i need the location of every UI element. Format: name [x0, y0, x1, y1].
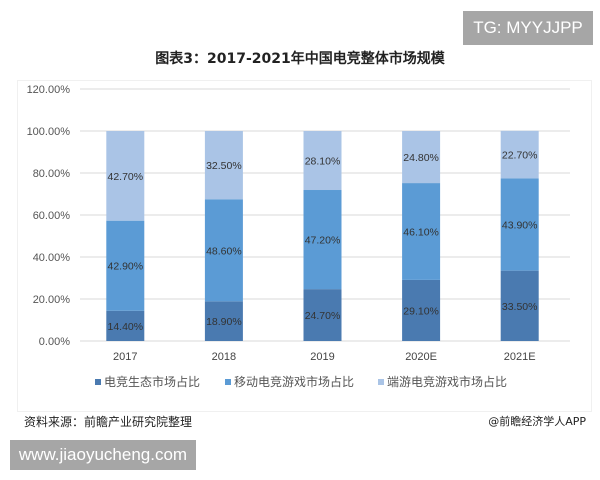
y-tick-label: 20.00%	[33, 294, 71, 306]
watermark-www: www.jiaoyucheng.com	[10, 440, 196, 470]
bar-segment	[204, 301, 243, 341]
y-tick-label: 40.00%	[33, 252, 71, 264]
legend-swatch	[95, 379, 101, 385]
x-tick-label: 2020E	[405, 351, 437, 363]
chart-panel	[17, 80, 592, 412]
data-label: 43.90%	[502, 220, 538, 232]
y-tick-label: 80.00%	[33, 168, 71, 180]
data-label: 24.70%	[305, 310, 341, 322]
data-label: 42.70%	[107, 171, 143, 183]
legend-swatch	[225, 379, 231, 385]
legend-label: 端游电竞游戏市场占比	[387, 374, 507, 389]
watermark-tg: TG: MYYJJPP	[463, 11, 593, 45]
bar-segment	[500, 270, 539, 341]
x-tick-label: 2017	[113, 351, 137, 363]
x-tick-label: 2021E	[504, 351, 536, 363]
bar-segment	[106, 220, 145, 311]
bar-segment	[402, 183, 441, 280]
data-label: 46.10%	[403, 226, 439, 238]
data-label: 32.50%	[206, 160, 242, 172]
data-label: 24.80%	[403, 152, 439, 164]
bar-segment	[303, 190, 342, 290]
y-tick-label: 0.00%	[39, 336, 70, 348]
bar-segment	[303, 289, 342, 341]
bar-segment	[106, 131, 145, 221]
data-label: 18.90%	[206, 316, 242, 328]
data-label: 33.50%	[502, 301, 538, 313]
bar-segment	[500, 130, 539, 179]
data-label: 28.10%	[305, 156, 341, 168]
bar-segment	[204, 131, 243, 200]
bar-segment	[500, 178, 539, 271]
legend-label: 移动电竞游戏市场占比	[234, 374, 354, 389]
data-label: 14.40%	[107, 321, 143, 333]
data-label: 42.90%	[107, 261, 143, 273]
bar-segment	[204, 199, 243, 302]
x-tick-label: 2019	[310, 351, 334, 363]
data-label: 22.70%	[502, 150, 538, 162]
bar-segment	[402, 131, 441, 184]
y-tick-label: 120.00%	[27, 84, 71, 96]
bar-segment	[402, 279, 441, 341]
data-label: 29.10%	[403, 305, 439, 317]
x-tick-label: 2018	[212, 351, 236, 363]
y-tick-label: 60.00%	[33, 210, 71, 222]
data-label: 47.20%	[305, 235, 341, 247]
legend-label: 电竞生态市场占比	[104, 374, 200, 389]
chart-title: 图表3：2017-2021年中国电竞整体市场规模	[155, 51, 445, 67]
legend-swatch	[378, 379, 384, 385]
credit: @前瞻经济学人APP	[488, 415, 586, 428]
y-tick-label: 100.00%	[27, 126, 71, 138]
bar-segment	[303, 131, 342, 191]
data-label: 48.60%	[206, 245, 242, 257]
source-note: 资料来源：前瞻产业研究院整理	[24, 415, 193, 429]
bar-segment	[106, 310, 145, 341]
